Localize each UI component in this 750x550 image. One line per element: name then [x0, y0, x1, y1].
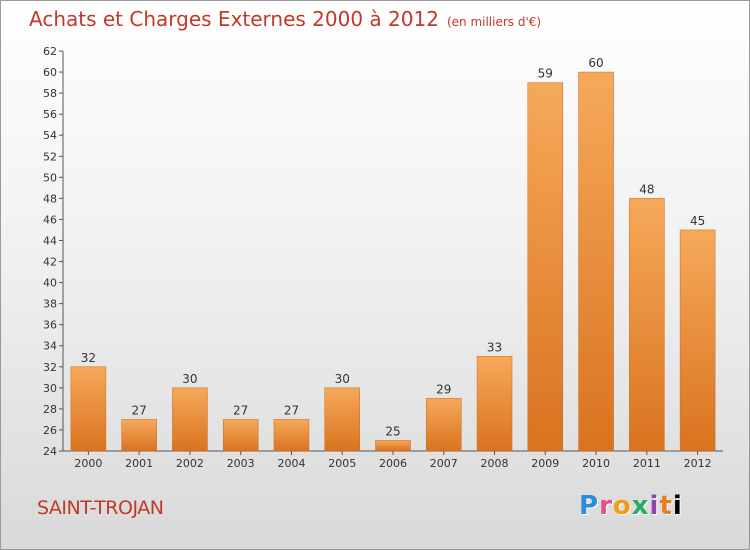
x-tick-label: 2000: [74, 457, 102, 470]
x-tick-label: 2010: [582, 457, 610, 470]
x-tick-label: 2008: [481, 457, 509, 470]
bar-value-label: 30: [182, 372, 197, 386]
chart-unit: (en milliers d'€): [446, 15, 542, 29]
y-tick-label: 40: [43, 277, 57, 290]
proxiti-letter: r: [599, 491, 613, 521]
y-tick-label: 24: [43, 445, 57, 458]
x-tick-label: 2012: [684, 457, 712, 470]
y-tick-label: 32: [43, 361, 57, 374]
y-tick-label: 44: [43, 234, 57, 247]
y-tick-label: 56: [43, 108, 57, 121]
bar-value-label: 29: [436, 382, 451, 396]
x-tick-label: 2006: [379, 457, 407, 470]
proxiti-letter: o: [612, 491, 632, 521]
y-tick-label: 58: [43, 87, 57, 100]
bar-value-label: 45: [690, 214, 705, 228]
chart-title: Achats et Charges Externes 2000 à 2012 (e…: [29, 7, 541, 31]
bar-value-label: 48: [639, 182, 654, 196]
x-tick-label: 2004: [277, 457, 305, 470]
y-tick-label: 38: [43, 298, 57, 311]
y-tick-label: 52: [43, 150, 57, 163]
proxiti-letter: t: [659, 491, 673, 521]
x-tick-label: 2005: [328, 457, 356, 470]
x-tick-label: 2011: [633, 457, 661, 470]
y-tick-label: 60: [43, 66, 57, 79]
bar[interactable]: [324, 387, 360, 452]
proxiti-letter: i: [649, 491, 660, 521]
bar-value-label: 59: [538, 67, 553, 81]
bar[interactable]: [70, 366, 107, 452]
axes: 24 26 28 30 32 34 36 38 40 42 44 46 48 50 52 54 56 58 60 62…: [43, 45, 723, 470]
bar[interactable]: [578, 71, 614, 452]
y-tick-label: 26: [43, 424, 57, 437]
y-tick-label: 30: [43, 382, 57, 395]
chart-title-text: Achats et Charges Externes 2000 à 2012: [29, 7, 439, 31]
y-tick-label: 34: [43, 340, 57, 353]
y-tick-label: 36: [43, 319, 57, 332]
bar[interactable]: [679, 229, 716, 452]
proxiti-letter: P: [579, 491, 600, 521]
bar-value-label: 27: [132, 403, 147, 417]
proxiti-logo[interactable]: Proxiti: [579, 491, 683, 521]
bar-value-label: 33: [487, 340, 502, 354]
bar[interactable]: [172, 387, 208, 452]
bar-value-label: 32: [81, 351, 96, 365]
bar[interactable]: [375, 440, 411, 452]
bar[interactable]: [476, 356, 513, 452]
bar-value-label: 25: [385, 424, 400, 438]
y-tick-label: 46: [43, 213, 57, 226]
y-tick-label: 50: [43, 171, 57, 184]
bar[interactable]: [426, 398, 462, 452]
y-tick-label: 54: [43, 129, 57, 142]
proxiti-letter: x: [631, 491, 650, 521]
x-tick-label: 2007: [430, 457, 458, 470]
y-tick-label: 28: [43, 403, 57, 416]
y-tick-label: 62: [43, 45, 57, 58]
x-tick-label: 2002: [176, 457, 204, 470]
commune-name: SAINT-TROJAN: [37, 497, 164, 519]
y-tick-label: 42: [43, 256, 57, 269]
bar-value-label: 27: [233, 403, 248, 417]
bar[interactable]: [629, 198, 665, 452]
bars: 32 27 30 27 27 30 25 29 33 59 60 48 45: [70, 56, 716, 452]
y-tick-label: 48: [43, 192, 57, 205]
x-tick-label: 2003: [227, 457, 255, 470]
bar[interactable]: [222, 419, 259, 452]
x-tick-label: 2009: [531, 457, 559, 470]
bar-value-label: 60: [588, 56, 603, 70]
x-tick-label: 2001: [125, 457, 153, 470]
bar[interactable]: [273, 419, 310, 452]
proxiti-letter: i: [672, 491, 683, 521]
bar[interactable]: [121, 419, 157, 452]
bar[interactable]: [527, 82, 564, 452]
bar-value-label: 30: [335, 372, 350, 386]
bar-value-label: 27: [284, 403, 299, 417]
